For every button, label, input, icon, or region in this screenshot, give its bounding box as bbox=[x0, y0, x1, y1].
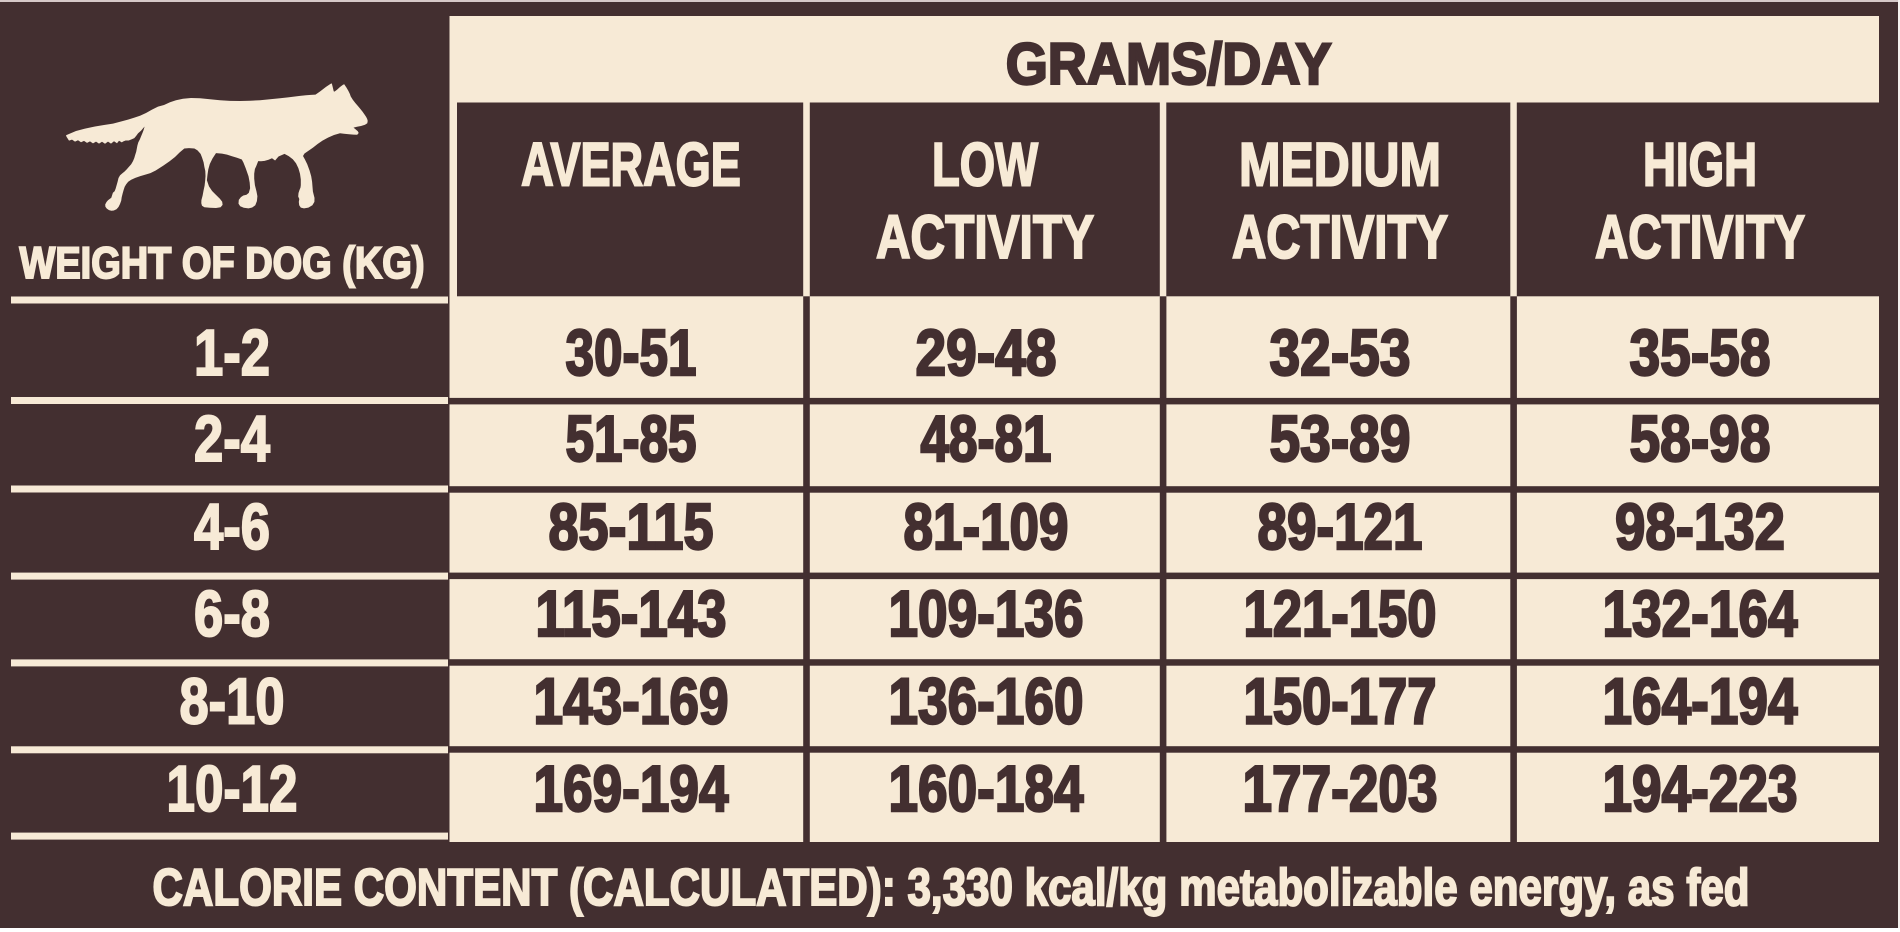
svg-text:WEIGHT OF DOG (KG): WEIGHT OF DOG (KG) bbox=[20, 239, 425, 288]
svg-text:35-58: 35-58 bbox=[1630, 316, 1771, 389]
svg-text:194-223: 194-223 bbox=[1603, 752, 1798, 825]
svg-text:109-136: 109-136 bbox=[889, 577, 1084, 650]
svg-text:AVERAGE: AVERAGE bbox=[521, 131, 741, 199]
svg-text:132-164: 132-164 bbox=[1603, 577, 1798, 650]
svg-text:MEDIUM: MEDIUM bbox=[1239, 131, 1441, 199]
svg-text:30-51: 30-51 bbox=[566, 316, 697, 389]
svg-text:164-194: 164-194 bbox=[1603, 665, 1798, 738]
svg-text:115-143: 115-143 bbox=[536, 577, 727, 650]
svg-text:98-132: 98-132 bbox=[1615, 490, 1785, 563]
svg-text:32-53: 32-53 bbox=[1270, 316, 1411, 389]
svg-text:2-4: 2-4 bbox=[194, 402, 270, 475]
svg-text:89-121: 89-121 bbox=[1258, 490, 1423, 563]
svg-text:58-98: 58-98 bbox=[1630, 402, 1771, 475]
svg-text:10-12: 10-12 bbox=[167, 752, 298, 825]
svg-text:150-177: 150-177 bbox=[1244, 665, 1437, 738]
svg-text:ACTIVITY: ACTIVITY bbox=[876, 203, 1094, 271]
svg-text:143-169: 143-169 bbox=[534, 665, 729, 738]
svg-text:85-115: 85-115 bbox=[549, 490, 714, 563]
svg-text:1-2: 1-2 bbox=[194, 316, 270, 389]
svg-text:8-10: 8-10 bbox=[180, 665, 285, 738]
svg-text:136-160: 136-160 bbox=[889, 665, 1084, 738]
svg-text:53-89: 53-89 bbox=[1270, 402, 1411, 475]
svg-text:160-184: 160-184 bbox=[889, 752, 1084, 825]
svg-text:ACTIVITY: ACTIVITY bbox=[1595, 203, 1805, 271]
svg-text:51-85: 51-85 bbox=[566, 402, 697, 475]
svg-text:HIGH: HIGH bbox=[1643, 131, 1757, 199]
svg-text:CALORIE CONTENT (CALCULATED):: CALORIE CONTENT (CALCULATED): 3,330 kcal… bbox=[153, 859, 1750, 917]
svg-text:4-6: 4-6 bbox=[194, 490, 270, 563]
svg-text:LOW: LOW bbox=[932, 131, 1038, 199]
svg-text:81-109: 81-109 bbox=[904, 490, 1069, 563]
svg-text:169-194: 169-194 bbox=[534, 752, 729, 825]
svg-text:ACTIVITY: ACTIVITY bbox=[1232, 203, 1448, 271]
svg-text:29-48: 29-48 bbox=[916, 316, 1057, 389]
svg-text:6-8: 6-8 bbox=[194, 577, 270, 650]
svg-text:GRAMS/DAY: GRAMS/DAY bbox=[1006, 32, 1332, 97]
svg-text:177-203: 177-203 bbox=[1243, 752, 1438, 825]
svg-text:48-81: 48-81 bbox=[921, 402, 1052, 475]
svg-text:121-150: 121-150 bbox=[1244, 577, 1437, 650]
